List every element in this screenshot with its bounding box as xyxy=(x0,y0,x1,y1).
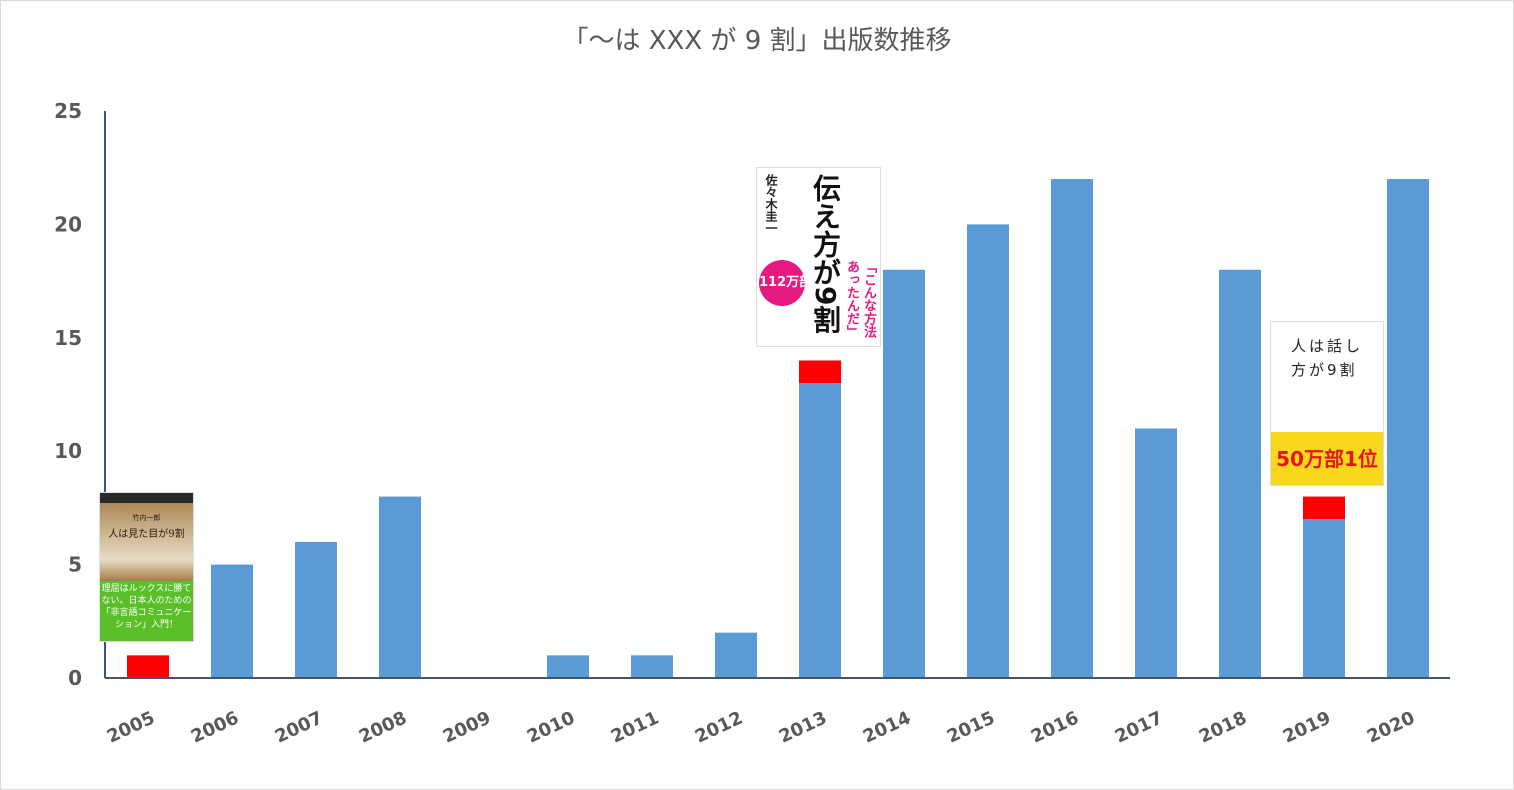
x-tick-label: 2015 xyxy=(944,707,998,747)
bar-2015-series0 xyxy=(967,224,1009,678)
x-tick-label: 2018 xyxy=(1196,707,1250,747)
x-tick-label: 2012 xyxy=(692,707,746,747)
cover-blurb: 50万部1位 xyxy=(1271,432,1383,485)
x-tick-label: 2013 xyxy=(776,707,830,747)
chart-title: 「～は XXX が 9 割」出版数推移 xyxy=(562,26,952,56)
bar-2016-series0 xyxy=(1051,179,1093,679)
cover-author: 佐々木圭一 xyxy=(764,174,778,234)
bar-2006-series0 xyxy=(211,564,253,678)
bar-2017-series0 xyxy=(1135,428,1177,678)
y-tick-label: 10 xyxy=(54,439,82,463)
x-tick-label: 2010 xyxy=(524,707,578,747)
bar-2010-series0 xyxy=(547,655,589,678)
cover-badge: 112万部 xyxy=(759,260,812,306)
x-tick-label: 2008 xyxy=(356,707,410,747)
book-cover-2005: 竹内一郎 人は見た目が9割 理屈はルックスに勝てない。日本人のための「非言語コミ… xyxy=(99,492,194,642)
bar-2012-series0 xyxy=(715,632,757,678)
y-tick-label: 15 xyxy=(54,326,82,350)
cover-title: 人は話し方が9割 xyxy=(1291,337,1364,379)
x-tick-label: 2017 xyxy=(1112,707,1166,747)
y-tick-label: 5 xyxy=(68,553,82,577)
x-tick-label: 2011 xyxy=(608,707,662,747)
bar-2008-series0 xyxy=(379,496,421,678)
bar-2014-series0 xyxy=(883,269,925,678)
bar-2019-series0 xyxy=(1303,519,1345,678)
y-tick-label: 20 xyxy=(54,212,82,236)
cover-blurb: 理屈はルックスに勝てない。日本人のための「非言語コミュニケーション」入門！ xyxy=(100,581,193,641)
x-tick-label: 2007 xyxy=(272,707,326,747)
bar-2007-series0 xyxy=(295,541,337,678)
bar-2011-series0 xyxy=(631,655,673,678)
cover-blurb: 「こんな方法あったんだ」 xyxy=(844,260,876,338)
book-cover-2019: 人は話し方が9割 50万部1位 xyxy=(1270,321,1384,486)
cover-author: 竹内一郎 xyxy=(132,514,161,522)
cover-band xyxy=(100,493,193,503)
bar-2018-series0 xyxy=(1219,269,1261,678)
book-cover-2013: 佐々木圭一 伝え方が9割 「こんな方法あったんだ」 112万部 xyxy=(756,167,881,347)
y-tick-label: 25 xyxy=(54,99,82,123)
cover-title: 人は見た目が9割 xyxy=(108,529,185,540)
y-tick-label: 0 xyxy=(68,666,82,690)
bar-2019-series1 xyxy=(1303,496,1345,520)
x-tick-label: 2019 xyxy=(1280,707,1334,747)
x-tick-label: 2006 xyxy=(188,707,242,747)
x-tick-label: 2005 xyxy=(104,707,158,747)
bar-2013-series0 xyxy=(799,383,841,678)
x-tick-label: 2016 xyxy=(1028,707,1082,747)
x-tick-label: 2014 xyxy=(860,707,914,747)
x-tick-label: 2020 xyxy=(1364,707,1418,747)
cover-title: 伝え方が9割 xyxy=(809,174,842,334)
bar-2005-series1 xyxy=(127,655,169,678)
bar-2020-series0 xyxy=(1387,179,1429,679)
bar-2013-series1 xyxy=(799,360,841,384)
x-tick-label: 2009 xyxy=(440,707,494,747)
